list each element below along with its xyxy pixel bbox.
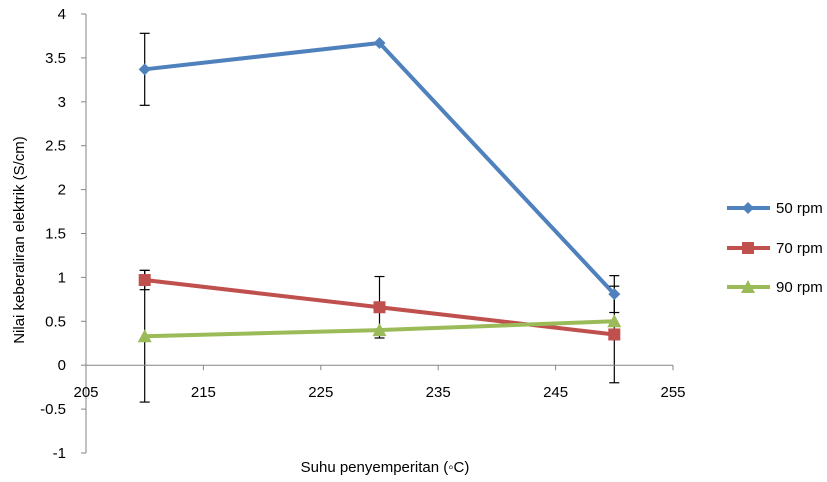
data-point: [373, 36, 386, 49]
y-tick-label: 1.5: [45, 226, 66, 243]
y-tick-label: -0.5: [40, 401, 66, 418]
y-axis-title: Nilai keberaliran elektrik (S/cm): [11, 136, 28, 344]
x-tick-label: 215: [191, 384, 216, 401]
y-tick-label: 1: [58, 269, 66, 286]
y-tick-label: 3.5: [45, 50, 66, 67]
y-tick-label: 4: [58, 6, 66, 23]
legend-label: 90 rpm: [776, 279, 823, 296]
x-axis-title: Suhu penyemperitan (◦C): [301, 459, 470, 476]
legend-item: 50 rpm: [727, 200, 823, 217]
x-tick-label: 225: [308, 384, 333, 401]
legend: 50 rpm 70 rpm 90 rpm: [727, 200, 823, 296]
y-tick-label: 2.5: [45, 138, 66, 155]
y-tick-label: 0.5: [45, 313, 66, 330]
plot-area: [137, 32, 622, 403]
series-markers: [138, 274, 621, 341]
data-point: [373, 301, 386, 314]
data-point: [742, 202, 754, 214]
data-point: [608, 288, 621, 301]
x-tick-label: 245: [543, 384, 568, 401]
axes: -1 -0.5 0 0.5 1 1.5 2 2.5 3 3.5 4 205 215 225 235 245 25…: [40, 6, 685, 462]
data-point: [138, 63, 151, 76]
data-point: [372, 323, 387, 337]
series-markers: [138, 36, 621, 301]
x-tick-label: 205: [73, 384, 98, 401]
error-bars: [139, 32, 620, 314]
legend-label: 70 rpm: [776, 240, 823, 257]
x-tick-label: 235: [426, 384, 451, 401]
y-tick-label: 0: [58, 357, 66, 374]
data-point: [137, 329, 152, 343]
data-point: [608, 328, 621, 341]
data-point: [741, 280, 755, 293]
legend-item: 90 rpm: [727, 279, 823, 296]
data-point: [607, 314, 622, 328]
legend-item: 70 rpm: [727, 240, 823, 257]
data-point: [138, 274, 151, 287]
y-tick-label: 3: [58, 94, 66, 111]
series-50-rpm: [144, 40, 616, 296]
x-tick-label: 255: [660, 384, 685, 401]
series-line: [144, 40, 616, 296]
legend-label: 50 rpm: [776, 200, 823, 217]
y-tick-label: -1: [53, 445, 66, 462]
y-tick-label: 2: [58, 182, 66, 199]
data-point: [742, 242, 754, 254]
series-markers: [137, 314, 622, 343]
